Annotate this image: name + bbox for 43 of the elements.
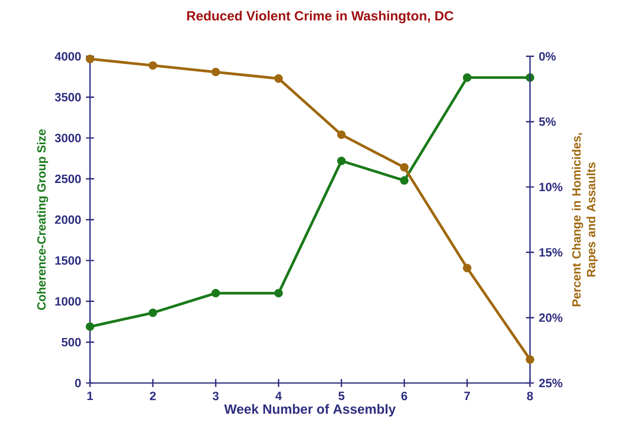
chart-title: Reduced Violent Crime in Washington, DC — [187, 10, 454, 24]
point — [462, 264, 472, 272]
y2-tick-label: 15% — [539, 248, 562, 257]
y-tick-label: 0 — [75, 378, 81, 388]
x-tick-label: 3 — [212, 392, 219, 400]
y-tick-label: 3000 — [54, 134, 81, 142]
x-tick-label: 8 — [527, 392, 533, 400]
point — [211, 68, 220, 76]
point — [400, 163, 409, 172]
x-tick-label: 5 — [338, 392, 344, 400]
x-tick-label: 2 — [150, 392, 156, 400]
point — [462, 73, 472, 82]
y-axis-title: Coherence-Creating Group Size — [36, 129, 48, 310]
point — [337, 130, 346, 140]
x-tick-label: 6 — [401, 392, 408, 400]
x-axis-title: Week Number of Assembly — [224, 404, 396, 416]
y2-tick-label: 25% — [539, 378, 562, 388]
point — [148, 61, 158, 70]
y2-tick-label: 0% — [539, 52, 556, 61]
y-tick-label: 500 — [62, 338, 81, 346]
y-tick-label: 3500 — [54, 92, 81, 102]
y2-tick-label: 10% — [539, 182, 562, 192]
x-tick-label: 1 — [87, 392, 93, 400]
y-tick-label: 1000 — [55, 297, 81, 306]
point — [211, 288, 220, 298]
x-tick-label: 7 — [464, 392, 470, 400]
point — [337, 156, 346, 166]
point — [86, 322, 94, 331]
point — [86, 54, 94, 64]
point — [526, 73, 534, 82]
y2-tick-label: 5% — [539, 117, 556, 126]
point — [526, 355, 534, 364]
point — [400, 176, 409, 185]
point — [148, 308, 158, 318]
y-tick-label: 2500 — [55, 174, 81, 184]
y2-tick-label: 20% — [539, 313, 562, 322]
point — [274, 74, 283, 83]
y-tick-label: 4000 — [54, 52, 81, 61]
y2-axis-title: Percent Change in Homicides, Rapes and Assaults — [572, 133, 598, 306]
y-tick-label: 1500 — [55, 256, 81, 265]
y-tick-label: 2000 — [55, 215, 81, 224]
point — [274, 288, 283, 298]
x-tick-label: 4 — [275, 392, 282, 400]
